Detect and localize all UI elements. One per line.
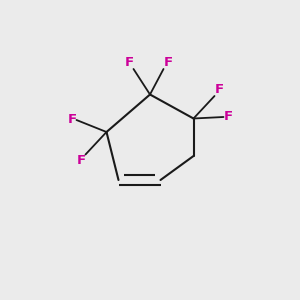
Text: F: F: [124, 56, 134, 69]
Text: F: F: [76, 154, 85, 167]
Text: F: F: [214, 83, 224, 96]
Text: F: F: [164, 56, 172, 69]
Text: F: F: [224, 110, 232, 124]
Text: F: F: [68, 113, 76, 127]
